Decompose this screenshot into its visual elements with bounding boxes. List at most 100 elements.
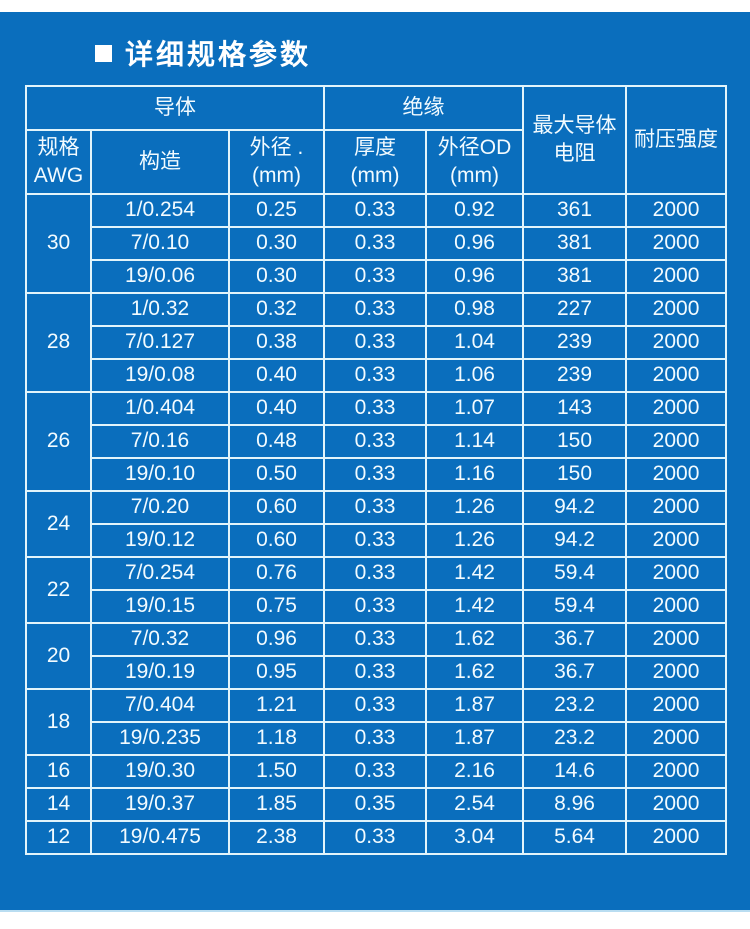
data-cell: 2000	[625, 424, 728, 459]
awg-group-cell: 30	[25, 193, 92, 294]
data-cell: 19/0.30	[90, 754, 230, 789]
section-title: 详细规格参数	[125, 39, 312, 70]
data-cell: 0.33	[323, 292, 428, 327]
data-cell: 1/0.254	[90, 193, 230, 228]
table-row: 12 19/0.475 2.38 0.33 3.04 5.64 2000	[25, 820, 728, 855]
data-cell: 1/0.404	[90, 391, 230, 426]
data-cell: 0.96	[227, 622, 326, 657]
data-cell: 0.76	[227, 556, 326, 591]
data-cell: 0.33	[323, 622, 428, 657]
data-cell: 0.33	[323, 391, 428, 426]
data-cell: 381	[522, 259, 628, 294]
data-cell: 2000	[625, 820, 728, 855]
data-cell: 1.04	[425, 325, 525, 360]
data-cell: 1.18	[227, 721, 326, 756]
data-cell: 0.33	[323, 556, 428, 591]
data-cell: 0.60	[227, 490, 326, 525]
data-cell: 0.33	[323, 589, 428, 624]
data-cell: 7/0.20	[90, 490, 230, 525]
data-cell: 1.87	[425, 721, 525, 756]
data-cell: 2000	[625, 226, 728, 261]
data-cell: 36.7	[522, 655, 628, 690]
data-cell: 0.33	[323, 457, 428, 492]
table-row: 28 1/0.32 0.32 0.33 0.98 227 2000	[25, 292, 728, 393]
data-cell: 0.32	[227, 292, 326, 327]
data-cell: 7/0.127	[90, 325, 230, 360]
awg-group-cell: 18	[25, 688, 92, 756]
data-cell: 1.62	[425, 622, 525, 657]
header-conductor-group: 导体	[24, 85, 326, 131]
header-conductor-od: 外径 . (mm)	[227, 129, 326, 195]
spec-table: 导体 绝缘 最大导体 电阻 耐压强度 规格 AWG 构造 外径 . (mm) 厚…	[24, 85, 728, 855]
data-cell: 7/0.254	[90, 556, 230, 591]
header-construction: 构造	[90, 129, 230, 195]
data-cell: 2000	[625, 490, 728, 525]
table-row: 16 19/0.30 1.50 0.33 2.16 14.6 2000	[25, 754, 728, 789]
data-cell: 19/0.37	[90, 787, 230, 822]
data-cell: 0.40	[227, 358, 326, 393]
data-cell: 19/0.235	[90, 721, 230, 756]
header-row-groups: 导体 绝缘 最大导体 电阻 耐压强度	[24, 85, 728, 195]
table-row: 19/0.06 0.30 0.33 0.96 381 2000	[26, 259, 728, 294]
data-cell: 94.2	[522, 490, 628, 525]
table-row: 20 7/0.32 0.96 0.33 1.62 36.7 2000	[25, 622, 728, 690]
data-cell: 2000	[625, 391, 728, 426]
data-cell: 5.64	[522, 820, 628, 855]
header-spec-awg: 规格 AWG	[25, 129, 92, 195]
table-row: 24 7/0.20 0.60 0.33 1.26 94.2 2000	[25, 490, 728, 558]
data-cell: 143	[522, 391, 628, 426]
data-cell: 1.87	[425, 688, 525, 723]
data-cell: 2000	[625, 787, 728, 822]
data-cell: 0.30	[227, 259, 326, 294]
data-cell: 2000	[625, 457, 728, 492]
data-cell: 23.2	[522, 688, 628, 723]
table-row: 14 19/0.37 1.85 0.35 2.54 8.96 2000	[25, 787, 728, 822]
awg-group-cell: 12	[25, 820, 92, 855]
data-cell: 1.16	[425, 457, 525, 492]
spec-table-header: 导体 绝缘 最大导体 电阻 耐压强度 规格 AWG 构造 外径 . (mm) 厚…	[24, 85, 728, 195]
data-cell: 59.4	[522, 589, 628, 624]
data-cell: 1.42	[425, 556, 525, 591]
data-cell: 2000	[625, 655, 728, 690]
top-white-strip	[0, 0, 750, 12]
data-cell: 19/0.08	[90, 358, 230, 393]
table-row: 18 7/0.404 1.21 0.33 1.87 23.2 2000	[25, 688, 728, 756]
data-cell: 2000	[625, 193, 728, 228]
data-cell: 0.95	[227, 655, 326, 690]
header-max-resistance: 最大导体 电阻	[522, 85, 628, 195]
data-cell: 0.33	[323, 721, 428, 756]
table-row: 30 1/0.254 0.25 0.33 0.92 361 2000	[25, 193, 728, 294]
data-cell: 2000	[625, 721, 728, 756]
data-cell: 8.96	[522, 787, 628, 822]
data-cell: 7/0.16	[90, 424, 230, 459]
data-cell: 19/0.10	[90, 457, 230, 492]
data-cell: 2000	[625, 622, 728, 657]
data-cell: 0.25	[227, 193, 326, 228]
data-cell: 7/0.32	[90, 622, 230, 657]
awg-group-cell: 22	[25, 556, 92, 624]
data-cell: 2.16	[425, 754, 525, 789]
data-cell: 0.38	[227, 325, 326, 360]
data-cell: 0.33	[323, 688, 428, 723]
spec-table-body: 30 1/0.254 0.25 0.33 0.92 361 2000 7/0.10 0.30 0.…	[25, 193, 728, 855]
table-row: 19/0.10 0.50 0.33 1.16 150 2000	[26, 457, 728, 492]
data-cell: 0.33	[323, 325, 428, 360]
data-cell: 227	[522, 292, 628, 327]
table-row: 7/0.16 0.48 0.33 1.14 150 2000	[26, 424, 728, 459]
table-row: 19/0.15 0.75 0.33 1.42 59.4 2000	[26, 589, 728, 624]
table-row: 19/0.235 1.18 0.33 1.87 23.2 2000	[26, 721, 728, 756]
table-row: 7/0.127 0.38 0.33 1.04 239 2000	[26, 325, 728, 360]
data-cell: 0.98	[425, 292, 525, 327]
data-cell: 1.50	[227, 754, 326, 789]
data-cell: 19/0.19	[90, 655, 230, 690]
header-insulation-group: 绝缘	[323, 85, 525, 131]
data-cell: 1.26	[425, 523, 525, 558]
data-cell: 1.21	[227, 688, 326, 723]
header-row-columns: 规格 AWG 构造 外径 . (mm) 厚度 (mm) 外径OD (mm)	[25, 129, 726, 195]
data-cell: 1.07	[425, 391, 525, 426]
data-cell: 0.75	[227, 589, 326, 624]
header-insulation-od: 外径OD (mm)	[425, 129, 525, 195]
data-cell: 2000	[625, 358, 728, 393]
data-cell: 0.33	[323, 193, 428, 228]
